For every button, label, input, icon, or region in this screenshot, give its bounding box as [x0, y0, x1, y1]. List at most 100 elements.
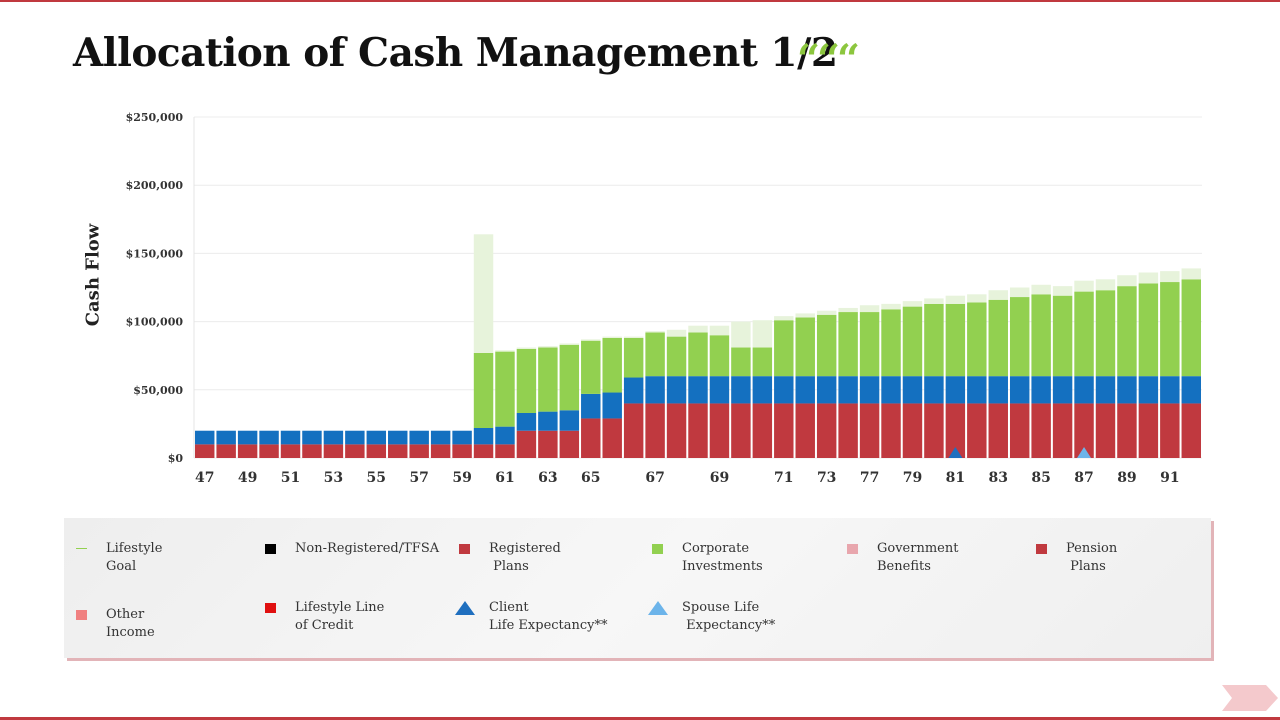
bar-segment [1052, 286, 1073, 296]
bar-segment [1117, 286, 1137, 377]
bar-segment [280, 444, 301, 458]
bar-segment [838, 376, 858, 404]
bar-segment [795, 313, 815, 318]
bar-segment [924, 303, 944, 377]
bar-segment [216, 430, 236, 445]
triangle-icon [455, 601, 475, 615]
next-arrow-icon[interactable] [1222, 685, 1278, 711]
bar-segment [924, 298, 944, 304]
bar-segment [516, 412, 537, 431]
bar-segment [581, 340, 601, 394]
bar-segment [581, 339, 601, 341]
bar-segment [795, 376, 815, 404]
x-tick-label: 57 [409, 470, 428, 486]
bar-segment [838, 312, 858, 377]
bars [195, 234, 1201, 458]
bar-segment [1181, 279, 1201, 377]
bar-segment [323, 444, 344, 458]
life-expectancy-markers [948, 447, 1092, 458]
bar-segment [1095, 290, 1116, 377]
x-tick-label: 47 [195, 470, 214, 486]
bar-segment [366, 444, 387, 458]
bar-segment [881, 309, 901, 377]
y-tick-label: $250,000 [126, 111, 184, 124]
bar-segment [473, 234, 494, 353]
bar-segment [1138, 403, 1159, 458]
bar-segment [495, 426, 515, 445]
bottom-rule [0, 717, 1280, 720]
bar-segment [795, 403, 815, 458]
bar-segment [902, 301, 923, 307]
bar-segment [495, 350, 515, 352]
life-expectancy-marker [948, 447, 963, 458]
x-tick-label: 49 [238, 470, 257, 486]
legend-item-corporate-investments: Corporate Investments [648, 540, 763, 576]
x-tick-label: 69 [710, 470, 729, 486]
x-tick-label: 71 [774, 470, 793, 486]
x-tick-label: 81 [946, 470, 965, 486]
bar-segment [838, 403, 858, 458]
bar-segment [237, 430, 258, 445]
bar-segment [1074, 376, 1094, 404]
bar-segment [1181, 376, 1201, 404]
legend-square-icon [265, 603, 276, 613]
bar-segment [902, 403, 923, 458]
x-tick-label: 91 [1160, 470, 1179, 486]
bar-segment [838, 307, 858, 313]
legend-item-pension-plans: Pension Plans [1032, 540, 1117, 576]
bar-segment [816, 310, 837, 315]
bar-segment [902, 306, 923, 377]
bar-segment [709, 376, 730, 404]
x-tick-label: 53 [324, 470, 343, 486]
bar-segment [816, 376, 837, 404]
bar-segment [645, 403, 665, 458]
bar-segment [967, 294, 987, 303]
bar-segment [752, 347, 773, 377]
bar-segment [988, 376, 1008, 404]
y-tick-label: $0 [168, 452, 184, 465]
legend-square-icon [459, 544, 470, 554]
bar-segment [623, 336, 644, 338]
bar-segment [1052, 403, 1073, 458]
bar-segment [709, 403, 730, 458]
bar-segment [516, 430, 537, 458]
legend-square-icon [265, 544, 276, 554]
legend-item-lifestyle-line-of-credit: Lifestyle Line of Credit [261, 599, 384, 635]
triangle-icon [648, 601, 668, 615]
bar-segment [388, 444, 408, 458]
bar-segment [1181, 268, 1201, 280]
bar-segment [774, 376, 794, 404]
bar-segment [1095, 279, 1116, 291]
bar-segment [409, 430, 429, 445]
bar-segment [924, 403, 944, 458]
x-tick-label: 73 [817, 470, 836, 486]
bar-segment [666, 376, 687, 404]
bar-segment [237, 444, 258, 458]
x-tick-label: 51 [281, 470, 300, 486]
legend-line-icon [76, 548, 87, 549]
bar-segment [1009, 297, 1030, 377]
y-tick-label: $50,000 [133, 384, 183, 397]
bar-segment [388, 430, 408, 445]
legend-item-lifestyle-goal: Lifestyle Goal [72, 540, 162, 576]
bar-segment [645, 331, 665, 333]
bar-segment [774, 403, 794, 458]
bar-segment [559, 344, 580, 411]
bar-segment [1160, 282, 1180, 377]
bar-segment [195, 444, 215, 458]
y-tick-label: $100,000 [126, 316, 184, 329]
x-tick-label: 85 [1031, 470, 1050, 486]
bar-segment [881, 303, 901, 310]
x-tick-label: 59 [452, 470, 471, 486]
bar-segment [1138, 283, 1159, 377]
bar-segment [967, 302, 987, 377]
bar-segment [559, 430, 580, 458]
bar-segment [1138, 376, 1159, 404]
x-tick-label: 89 [1117, 470, 1136, 486]
x-tick-label: 63 [538, 470, 557, 486]
bar-segment [1074, 403, 1094, 458]
bar-segment [581, 418, 601, 458]
bar-segment [366, 430, 387, 445]
bar-segment [859, 305, 880, 313]
bar-segment [752, 320, 773, 348]
